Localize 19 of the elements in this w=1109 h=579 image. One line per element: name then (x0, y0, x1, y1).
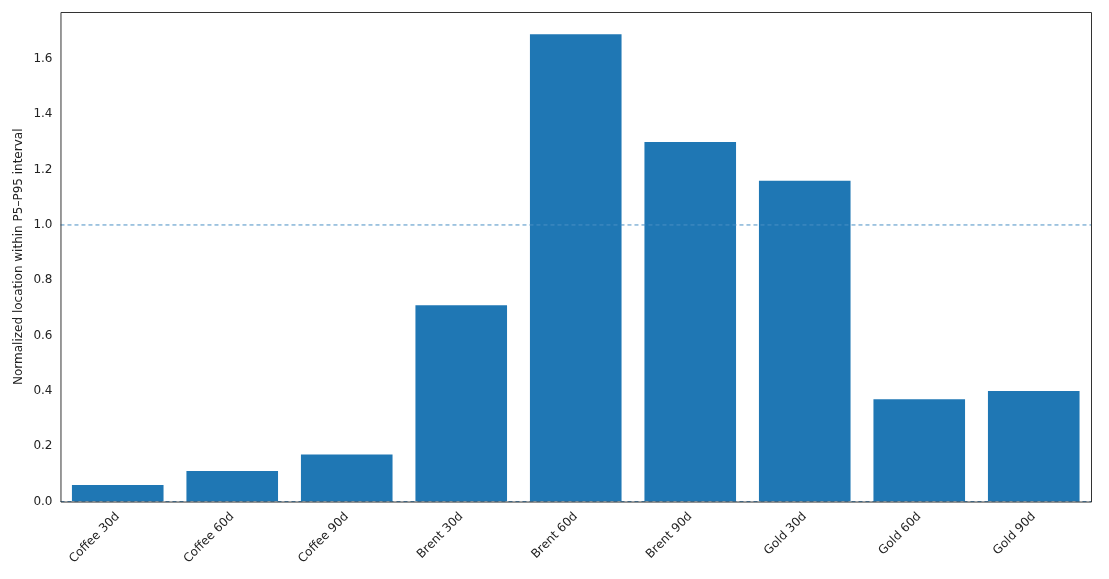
bar (987, 390, 1080, 502)
y-tick-label: 0.2 (33, 438, 53, 453)
bar (186, 471, 279, 502)
y-tick-label: 0.6 (33, 327, 53, 342)
y-tick-label: 0.4 (33, 383, 53, 398)
y-tick-label: 0.0 (33, 493, 53, 508)
bar (529, 34, 622, 502)
y-tick-label: 1.0 (33, 217, 53, 232)
y-tick-label: 0.8 (33, 272, 53, 287)
y-tick-label: 1.4 (33, 106, 53, 121)
bar (71, 484, 164, 502)
bar (300, 454, 393, 502)
bar (758, 180, 851, 502)
y-tick-label: 1.2 (33, 161, 53, 176)
bar (873, 399, 966, 502)
bar (415, 305, 508, 502)
bar (644, 141, 737, 502)
y-axis-title: Normalized location within P5–P95 interval (11, 128, 26, 385)
y-tick-label: 1.6 (33, 51, 53, 66)
